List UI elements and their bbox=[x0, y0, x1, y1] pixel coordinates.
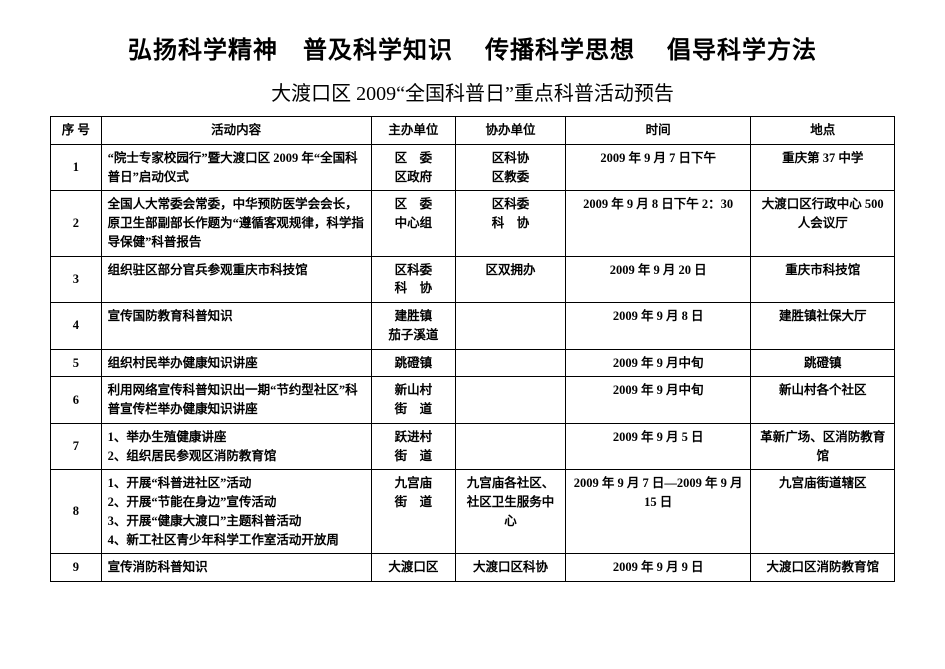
table-row: 9宣传消防科普知识大渡口区大渡口区科协2009 年 9 月 9 日大渡口区消防教… bbox=[51, 554, 895, 582]
cell-cohost bbox=[456, 423, 566, 470]
col-activity-header: 活动内容 bbox=[101, 117, 371, 145]
table-row: 4宣传国防教育科普知识建胜镇 茄子溪道 2009 年 9 月 8 日建胜镇社保大厅 bbox=[51, 303, 895, 350]
cell-activity: 1、开展“科普进社区”活动 2、开展“节能在身边”宣传活动 3、开展“健康大渡口… bbox=[101, 470, 371, 554]
cell-cohost: 区科委 科 协 bbox=[456, 191, 566, 256]
cell-seq: 6 bbox=[51, 377, 102, 424]
cell-location: 建胜镇社保大厅 bbox=[751, 303, 895, 350]
cell-time: 2009 年 9 月 7 日下午 bbox=[565, 144, 751, 191]
cell-seq: 3 bbox=[51, 256, 102, 303]
cell-cohost bbox=[456, 303, 566, 350]
cell-activity: 1、举办生殖健康讲座 2、组织居民参观区消防教育馆 bbox=[101, 423, 371, 470]
cell-activity: 宣传国防教育科普知识 bbox=[101, 303, 371, 350]
cell-location: 跳磴镇 bbox=[751, 349, 895, 377]
cell-activity: 组织村民举办健康知识讲座 bbox=[101, 349, 371, 377]
cell-host: 新山村 街 道 bbox=[371, 377, 455, 424]
cell-location: 九宫庙街道辖区 bbox=[751, 470, 895, 554]
table-row: 81、开展“科普进社区”活动 2、开展“节能在身边”宣传活动 3、开展“健康大渡… bbox=[51, 470, 895, 554]
col-seq-header: 序 号 bbox=[51, 117, 102, 145]
cell-activity: 宣传消防科普知识 bbox=[101, 554, 371, 582]
cell-cohost bbox=[456, 377, 566, 424]
cell-cohost: 大渡口区科协 bbox=[456, 554, 566, 582]
cell-time: 2009 年 9 月 5 日 bbox=[565, 423, 751, 470]
cell-time: 2009 年 9 月 8 日 bbox=[565, 303, 751, 350]
cell-location: 新山村各个社区 bbox=[751, 377, 895, 424]
cell-host: 跳磴镇 bbox=[371, 349, 455, 377]
cell-location: 大渡口区消防教育馆 bbox=[751, 554, 895, 582]
cell-time: 2009 年 9 月中旬 bbox=[565, 349, 751, 377]
page-subtitle: 大渡口区 2009“全国科普日”重点科普活动预告 bbox=[50, 77, 895, 106]
table-row: 2全国人大常委会常委，中华预防医学会会长，原卫生部副部长作题为“遵循客观规律，科… bbox=[51, 191, 895, 256]
cell-seq: 4 bbox=[51, 303, 102, 350]
col-host-header: 主办单位 bbox=[371, 117, 455, 145]
col-cohost-header: 协办单位 bbox=[456, 117, 566, 145]
col-time-header: 时间 bbox=[565, 117, 751, 145]
cell-seq: 1 bbox=[51, 144, 102, 191]
table-row: 71、举办生殖健康讲座 2、组织居民参观区消防教育馆跃进村 街 道 2009 年 … bbox=[51, 423, 895, 470]
cell-time: 2009 年 9 月中旬 bbox=[565, 377, 751, 424]
table-header-row: 序 号 活动内容 主办单位 协办单位 时间 地点 bbox=[51, 117, 895, 145]
cell-time: 2009 年 9 月 9 日 bbox=[565, 554, 751, 582]
cell-host: 大渡口区 bbox=[371, 554, 455, 582]
cell-seq: 8 bbox=[51, 470, 102, 554]
page-heading: 弘扬科学精神 普及科学知识 传播科学思想 倡导科学方法 bbox=[50, 30, 895, 65]
schedule-table: 序 号 活动内容 主办单位 协办单位 时间 地点 1“院士专家校园行”暨大渡口区… bbox=[50, 116, 895, 582]
cell-location: 大渡口区行政中心 500 人会议厅 bbox=[751, 191, 895, 256]
cell-cohost: 区双拥办 bbox=[456, 256, 566, 303]
table-row: 1“院士专家校园行”暨大渡口区 2009 年“全国科普日”启动仪式区 委 区政府… bbox=[51, 144, 895, 191]
table-row: 3组织驻区部分官兵参观重庆市科技馆区科委 科 协区双拥办2009 年 9 月 2… bbox=[51, 256, 895, 303]
cell-host: 跃进村 街 道 bbox=[371, 423, 455, 470]
cell-seq: 9 bbox=[51, 554, 102, 582]
cell-activity: 组织驻区部分官兵参观重庆市科技馆 bbox=[101, 256, 371, 303]
cell-time: 2009 年 9 月 20 日 bbox=[565, 256, 751, 303]
table-row: 5组织村民举办健康知识讲座跳磴镇2009 年 9 月中旬跳磴镇 bbox=[51, 349, 895, 377]
cell-time: 2009 年 9 月 8 日下午 2：30 bbox=[565, 191, 751, 256]
cell-activity: 利用网络宣传科普知识出一期“节约型社区”科普宣传栏举办健康知识讲座 bbox=[101, 377, 371, 424]
cell-seq: 2 bbox=[51, 191, 102, 256]
cell-seq: 7 bbox=[51, 423, 102, 470]
cell-activity: “院士专家校园行”暨大渡口区 2009 年“全国科普日”启动仪式 bbox=[101, 144, 371, 191]
cell-location: 重庆市科技馆 bbox=[751, 256, 895, 303]
table-row: 6利用网络宣传科普知识出一期“节约型社区”科普宣传栏举办健康知识讲座新山村 街 … bbox=[51, 377, 895, 424]
cell-host: 区 委 中心组 bbox=[371, 191, 455, 256]
col-location-header: 地点 bbox=[751, 117, 895, 145]
cell-time: 2009 年 9 月 7 日—2009 年 9 月 15 日 bbox=[565, 470, 751, 554]
cell-seq: 5 bbox=[51, 349, 102, 377]
cell-host: 九宫庙 街 道 bbox=[371, 470, 455, 554]
cell-location: 革新广场、区消防教育馆 bbox=[751, 423, 895, 470]
cell-cohost bbox=[456, 349, 566, 377]
cell-activity: 全国人大常委会常委，中华预防医学会会长，原卫生部副部长作题为“遵循客观规律，科学… bbox=[101, 191, 371, 256]
cell-cohost: 九宫庙各社区、社区卫生服务中心 bbox=[456, 470, 566, 554]
cell-cohost: 区科协 区教委 bbox=[456, 144, 566, 191]
cell-host: 区科委 科 协 bbox=[371, 256, 455, 303]
cell-host: 建胜镇 茄子溪道 bbox=[371, 303, 455, 350]
cell-host: 区 委 区政府 bbox=[371, 144, 455, 191]
cell-location: 重庆第 37 中学 bbox=[751, 144, 895, 191]
